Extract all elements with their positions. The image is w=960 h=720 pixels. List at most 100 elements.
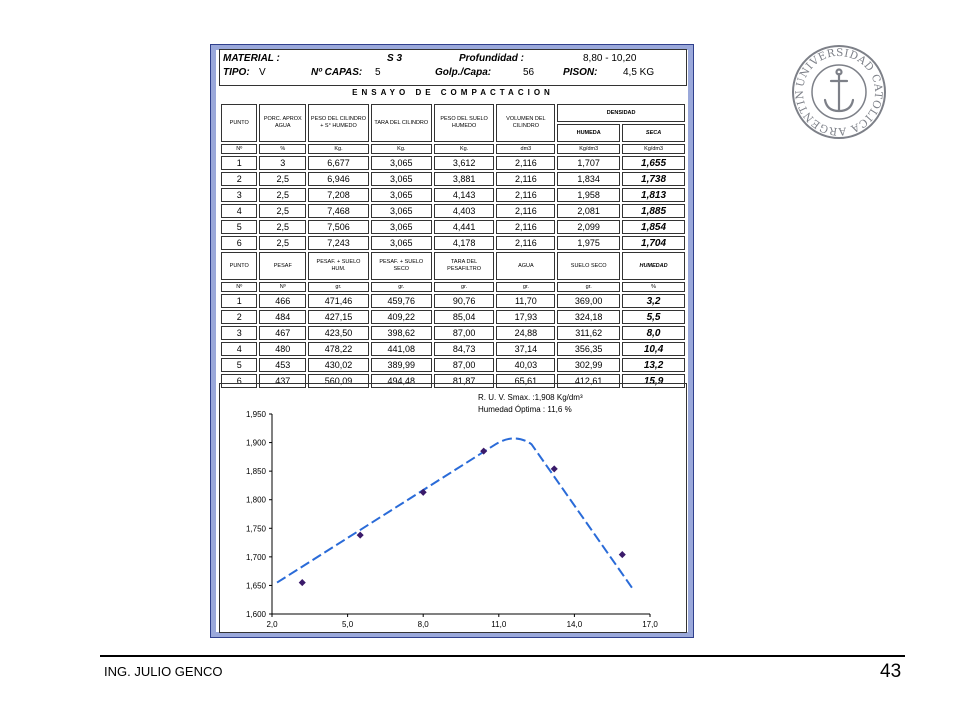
table-cell: 484 <box>259 310 307 324</box>
table-cell: 3,065 <box>370 204 432 218</box>
university-seal-icon: UNIVERSIDAD CATOLICA ARGENTINA <box>791 44 886 139</box>
unit-cell: gr. <box>308 282 369 292</box>
table-cell: 1,738 <box>622 172 685 186</box>
table-cell: 4,403 <box>433 204 495 218</box>
sheet-frame <box>211 45 693 637</box>
table-cell: 441,08 <box>370 342 432 356</box>
th2-humedad: HUMEDAD <box>622 252 685 280</box>
table-cell: 65,61 <box>496 374 556 388</box>
table-cell: 6,677 <box>308 156 369 170</box>
unit-cell: dm3 <box>496 144 556 154</box>
table-cell: 480 <box>259 342 307 356</box>
table-cell: 412,61 <box>557 374 621 388</box>
unit-cell: Nº <box>221 144 258 154</box>
table-cell: 324,18 <box>557 310 621 324</box>
table-cell: 459,76 <box>370 294 432 308</box>
table-cell: 11,70 <box>496 294 556 308</box>
th2-punto: PUNTO <box>221 252 258 280</box>
x-tick-label: 5,0 <box>342 620 354 629</box>
profundidad-label: Profundidad : <box>459 53 524 64</box>
table-cell: 1 <box>221 294 258 308</box>
table-cell: 3,065 <box>370 172 432 186</box>
table-cell: 1 <box>221 156 258 170</box>
data-point <box>356 531 364 539</box>
table-cell: 2 <box>221 310 258 324</box>
table-row: 3 467 423,50 398,62 87,00 24,88 311,62 8,0 <box>221 326 685 340</box>
table-cell: 409,22 <box>370 310 432 324</box>
table-cell: 8,0 <box>622 326 685 340</box>
th2-suelo-seco: SUELO SECO <box>557 252 621 280</box>
th-seca: SECA <box>622 124 685 142</box>
table-cell: 2 <box>221 172 258 186</box>
table-cell: 2,5 <box>259 236 307 250</box>
table-cell: 2,5 <box>259 204 307 218</box>
data-point <box>618 551 626 559</box>
table-cell: 453 <box>259 358 307 372</box>
unit-cell: Kg/dm3 <box>622 144 685 154</box>
y-tick-label: 1,950 <box>246 410 267 419</box>
table-cell: 1,834 <box>557 172 621 186</box>
table-cell: 471,46 <box>308 294 369 308</box>
tipo-label: TIPO: <box>223 67 250 78</box>
table-cell: 6 <box>221 374 258 388</box>
table-cell: 311,62 <box>557 326 621 340</box>
table-cell: 398,62 <box>370 326 432 340</box>
th-peso-suelo: PESO DEL SUELO HUMEDO <box>433 104 495 142</box>
table-cell: 81,87 <box>433 374 495 388</box>
th-punto: PUNTO <box>221 104 258 142</box>
unit-cell: gr. <box>370 282 432 292</box>
capas-label: Nº CAPAS: <box>311 67 363 78</box>
moisture-table: PUNTO PESAF PESAF. + SUELO HUM. PESAF. +… <box>219 250 687 390</box>
unit-cell: % <box>622 282 685 292</box>
table-cell: 1,704 <box>622 236 685 250</box>
material-value: S 3 <box>387 53 403 64</box>
table-cell: 494,48 <box>370 374 432 388</box>
table-cell: 2,081 <box>557 204 621 218</box>
unit-cell: Nº <box>259 282 307 292</box>
th-humeda: HUMEDA <box>557 124 621 142</box>
th2-pesaf: PESAF <box>259 252 307 280</box>
table-cell: 10,4 <box>622 342 685 356</box>
unit-cell: Nº <box>221 282 258 292</box>
table-cell: 1,885 <box>622 204 685 218</box>
table-cell: 37,14 <box>496 342 556 356</box>
table-cell: 3,065 <box>370 156 432 170</box>
th-peso-cilindro: PESO DEL CILINDRO + S° HUMEDO <box>308 104 369 142</box>
x-tick-label: 11,0 <box>491 620 507 629</box>
data-point <box>298 579 306 587</box>
y-tick-label: 1,750 <box>246 524 267 533</box>
x-tick-label: 8,0 <box>418 620 430 629</box>
table-row: 1 3 6,677 3,065 3,612 2,116 1,707 1,655 <box>221 156 685 170</box>
table-cell: 3 <box>221 326 258 340</box>
table-cell: 24,88 <box>496 326 556 340</box>
table-cell: 437 <box>259 374 307 388</box>
table-cell: 467 <box>259 326 307 340</box>
table-cell: 430,02 <box>308 358 369 372</box>
table-cell: 1,655 <box>622 156 685 170</box>
table-cell: 4 <box>221 342 258 356</box>
table-cell: 389,99 <box>370 358 432 372</box>
table-cell: 7,468 <box>308 204 369 218</box>
compaction-chart: 1,950 1,900 1,850 1,800 1,750 1,700 1,650 1,600… <box>219 383 687 633</box>
table-cell: 3,065 <box>370 188 432 202</box>
y-tick-label: 1,600 <box>246 610 267 619</box>
table-cell: 2,116 <box>496 236 556 250</box>
th2-pesaf-seco: PESAF. + SUELO SECO <box>370 252 432 280</box>
chart-svg: 1,950 1,900 1,850 1,800 1,750 1,700 1,650 1,600… <box>246 393 658 629</box>
table-cell: 2,116 <box>496 204 556 218</box>
data-point <box>550 465 558 473</box>
unit-cell: gr. <box>496 282 556 292</box>
x-tick-label: 2,0 <box>266 620 278 629</box>
th2-tara: TARA DEL PESAFILTRO <box>433 252 495 280</box>
table-cell: 85,04 <box>433 310 495 324</box>
table-row: 2 484 427,15 409,22 85,04 17,93 324,18 5,5 <box>221 310 685 324</box>
table-cell: 3,065 <box>370 236 432 250</box>
table-cell: 2,116 <box>496 188 556 202</box>
table-cell: 2,5 <box>259 188 307 202</box>
table-row: 3 2,5 7,208 3,065 4,143 2,116 1,958 1,813 <box>221 188 685 202</box>
table-cell: 3,881 <box>433 172 495 186</box>
table-cell: 560,09 <box>308 374 369 388</box>
table-cell: 3 <box>221 188 258 202</box>
table-cell: 4,441 <box>433 220 495 234</box>
table-cell: 2,5 <box>259 220 307 234</box>
